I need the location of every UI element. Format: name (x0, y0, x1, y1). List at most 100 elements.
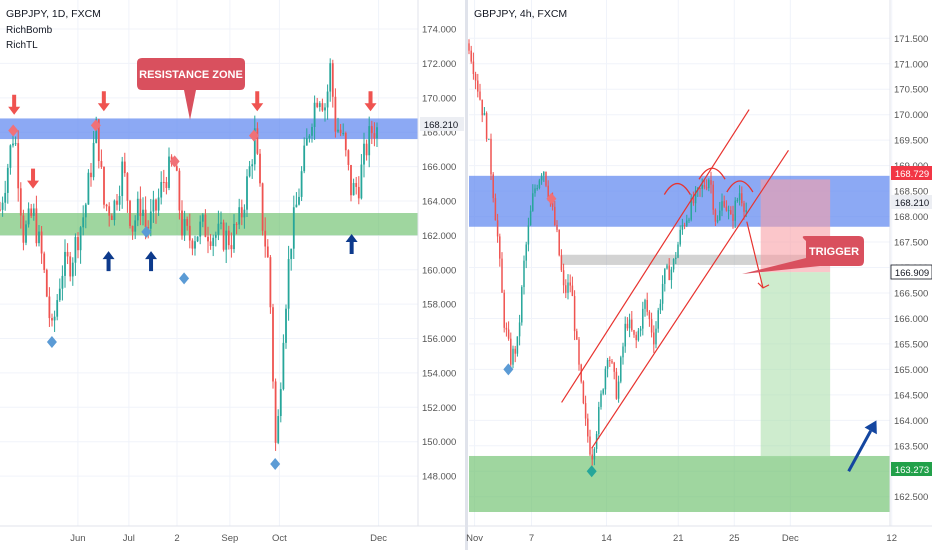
left-y-tick-1: 172.000 (422, 59, 456, 70)
left-candle-body-21 (53, 316, 56, 321)
right-candle-body-74 (631, 319, 633, 331)
neckline-box[interactable] (561, 254, 807, 265)
left-candle-body-120 (311, 126, 313, 136)
left-candle-body-127 (329, 63, 332, 92)
left-candle-body-73 (188, 225, 191, 241)
right-candle-body-40 (556, 224, 558, 230)
left-candle-body-139 (360, 164, 363, 199)
entry-price-text: 166.909 (895, 268, 929, 279)
left-candle-body-133 (344, 132, 347, 151)
right-candle-body-9 (488, 138, 490, 140)
left-candle-body-1 (1, 202, 4, 210)
left-candle-body-132 (342, 132, 345, 134)
right-candle-body-125 (743, 203, 745, 212)
left-candle-body-125 (324, 107, 326, 111)
projection-arrow-head (757, 282, 770, 289)
right-candle-body-7 (483, 113, 486, 116)
left-time-axis[interactable]: Jun Jul 2 Sep Oct Dec (70, 533, 387, 544)
left-candle-body-86 (222, 222, 225, 250)
right-y-tick-6: 168.500 (894, 187, 928, 198)
right-candle-body-69 (620, 357, 622, 382)
right-candle-body-75 (633, 330, 635, 335)
right-y-tick-14: 164.500 (894, 390, 928, 401)
position-target-area[interactable] (760, 272, 831, 458)
right-candle-body-78 (639, 328, 642, 331)
left-candle-body-104 (269, 257, 272, 308)
left-candle-body-56 (144, 209, 147, 228)
resistance-zone-callout[interactable]: RESISTANCE ZONE (137, 58, 245, 120)
right-y-tick-0: 171.500 (894, 34, 928, 45)
right-candle-body-91 (668, 265, 670, 281)
sell-arrow-4 (364, 91, 377, 112)
left-support-zone[interactable] (0, 213, 418, 236)
right-candle-body-8 (485, 113, 488, 140)
left-candle-body-13 (32, 208, 35, 216)
sell-arrow-1 (27, 168, 40, 189)
left-candle-body-45 (116, 200, 118, 205)
right-y-tick-1: 171.000 (894, 59, 928, 70)
right-candle-body-4 (477, 80, 479, 92)
right-candle-body-23 (518, 322, 521, 337)
right-candle-body-3 (474, 74, 477, 81)
right-candle-body-0 (468, 43, 470, 51)
left-candle-body-103 (266, 246, 269, 258)
left-candle-body-11 (27, 208, 30, 225)
left-candle-body-54 (139, 198, 142, 217)
buy-arrow-2 (345, 233, 358, 254)
target-price-text: 163.273 (895, 465, 929, 476)
right-candle-body-71 (624, 323, 626, 347)
right-candle-body-22 (516, 336, 519, 354)
right-candle-body-92 (670, 269, 673, 281)
indicator-richtl: RichTL (6, 40, 38, 51)
right-candle-body-42 (560, 255, 563, 271)
left-candle-body-113 (292, 207, 295, 249)
right-candle-body-111 (712, 184, 714, 210)
left-candle-body-87 (225, 230, 228, 250)
right-candle-body-12 (494, 198, 497, 221)
left-candle-body-109 (282, 342, 285, 390)
left-candle-body-46 (118, 196, 121, 205)
right-candle-body-79 (642, 308, 644, 329)
left-candle-body-15 (38, 231, 40, 244)
left-candle-body-84 (217, 223, 220, 235)
top-arc-2 (726, 180, 754, 193)
right-candle-body-68 (617, 381, 620, 399)
left-candle-body-0 (0, 209, 1, 211)
trigger-callout[interactable]: TRIGGER (742, 236, 864, 274)
right-candle-body-67 (615, 371, 618, 399)
left-candle-body-90 (233, 223, 235, 250)
left-candle-body-48 (123, 161, 126, 174)
right-candle-body-119 (730, 210, 732, 215)
left-candle-body-61 (157, 197, 160, 211)
panel-divider[interactable] (465, 0, 468, 550)
right-chart-panel[interactable]: TRIGGER GBPJPY, 4h, FXCM 171.500 171.000 1… (466, 0, 932, 544)
left-y-tick-13: 148.000 (422, 472, 456, 483)
left-candle-body-53 (136, 198, 139, 221)
left-y-tick-9: 156.000 (422, 334, 456, 345)
indicator-richbomb: RichBomb (6, 25, 53, 36)
right-candle-body-101 (690, 198, 692, 220)
right-candle-body-24 (521, 287, 523, 323)
right-time-axis[interactable]: Nov 7 14 21 25 Dec 12 (466, 533, 897, 544)
left-candle-body-2 (4, 192, 7, 203)
right-candle-body-48 (573, 296, 576, 332)
left-candle-body-78 (201, 214, 204, 222)
left-candle-body-82 (212, 237, 215, 246)
right-x-tick-1: 7 (529, 533, 534, 544)
left-candle-body-47 (121, 161, 124, 197)
right-candle-body-25 (523, 260, 525, 288)
left-candle-body-100 (259, 153, 261, 184)
left-price-axis[interactable]: 174.000 172.000 170.000 168.000 166.000 164.0… (422, 25, 456, 483)
left-chart-panel[interactable]: RESISTANCE ZONE GBPJPY, 1D, FXCM RichBom… (0, 0, 464, 544)
right-candle-body-55 (589, 436, 591, 455)
rising-wedge-lines[interactable] (561, 109, 789, 449)
left-candle-body-106 (274, 381, 277, 443)
right-support-zone[interactable] (469, 455, 890, 512)
right-candle-body-15 (501, 258, 503, 293)
left-resistance-zone[interactable] (0, 118, 418, 140)
bottom-diamond-3 (270, 458, 281, 471)
left-candle-body-4 (9, 145, 12, 168)
left-candles (0, 58, 378, 451)
right-candle-body-17 (505, 327, 508, 330)
right-x-tick-6: 12 (886, 533, 897, 544)
